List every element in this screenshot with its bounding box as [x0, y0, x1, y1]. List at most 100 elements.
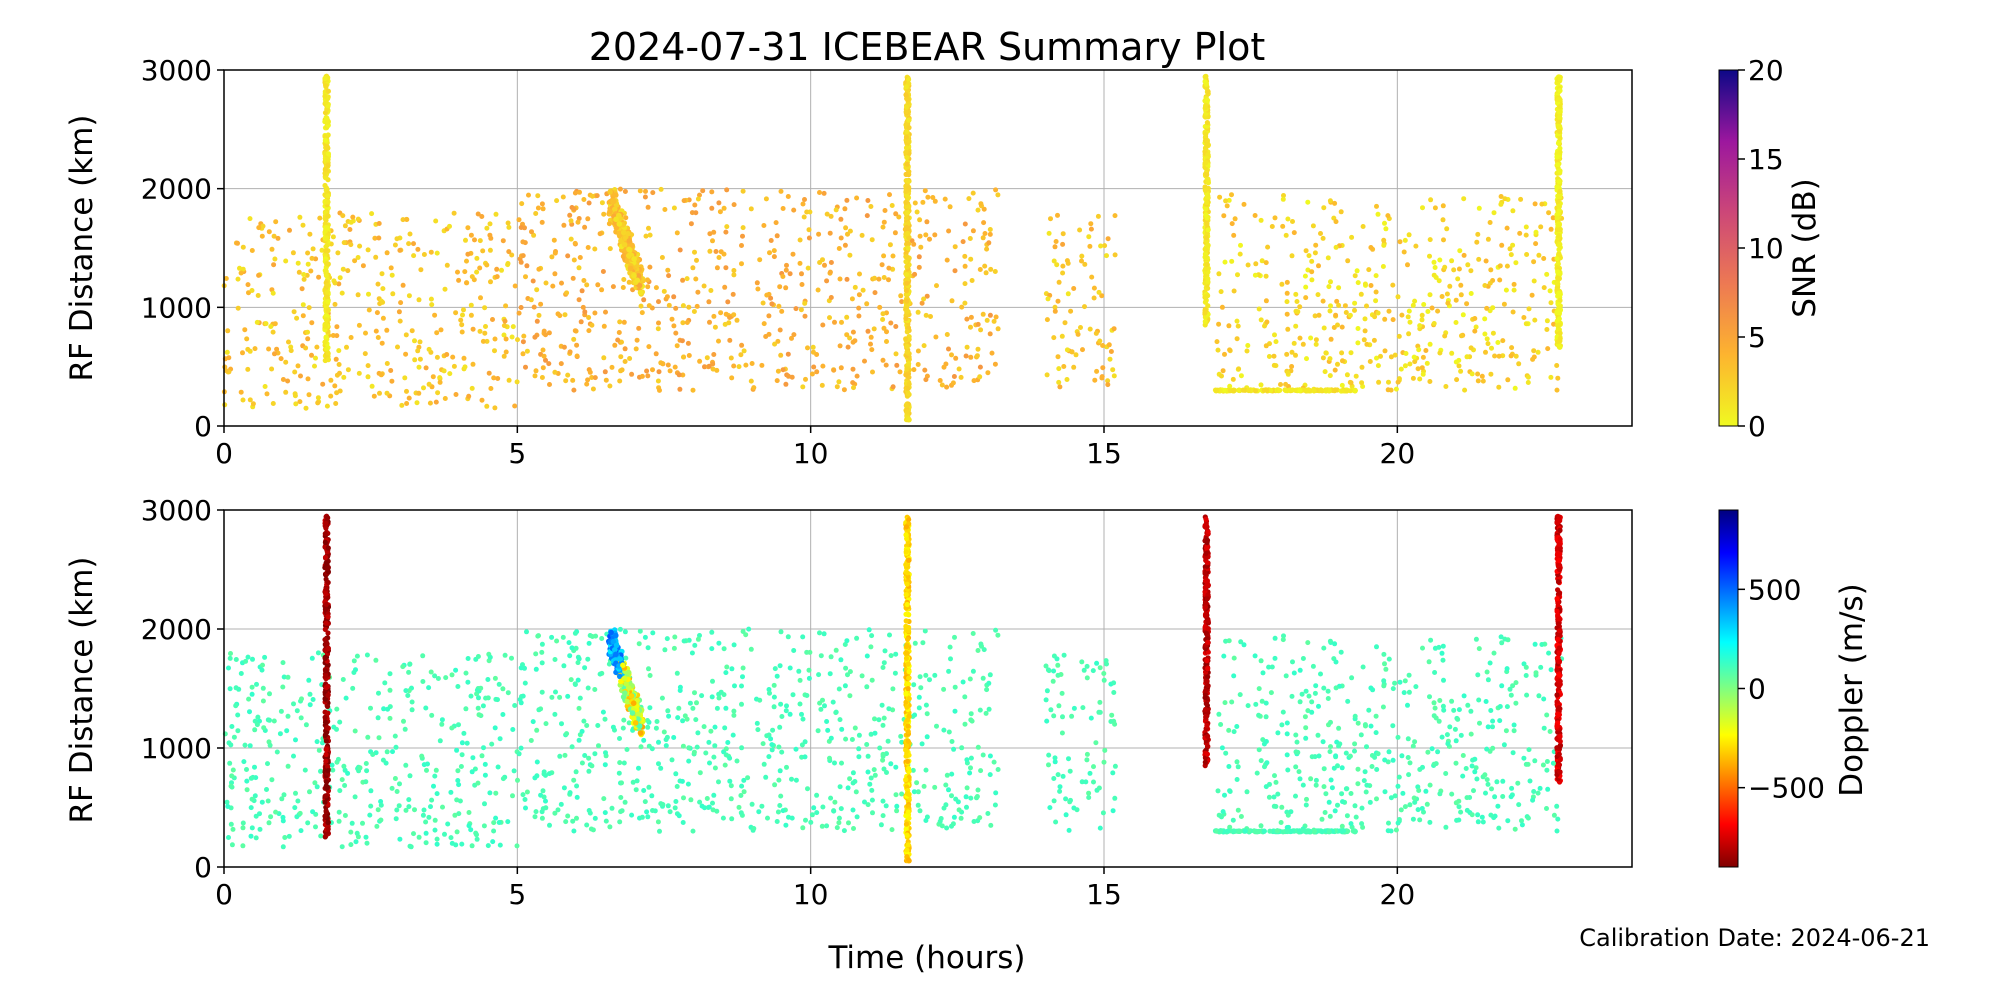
data-point [1242, 202, 1247, 207]
data-point [1394, 828, 1399, 833]
data-point [1235, 777, 1240, 782]
data-point [1470, 812, 1475, 817]
data-point [942, 806, 947, 811]
data-point [922, 343, 927, 348]
data-point [1376, 311, 1381, 316]
data-point [1223, 751, 1228, 756]
data-point [1259, 382, 1264, 387]
data-point [1239, 373, 1244, 378]
data-point [384, 328, 389, 333]
data-point [310, 656, 315, 661]
data-point [568, 790, 573, 795]
data-point [1229, 700, 1234, 705]
data-point [268, 743, 273, 748]
data-point [924, 219, 929, 224]
data-point [731, 292, 736, 297]
data-point [690, 210, 695, 215]
data-point [807, 236, 812, 241]
data-point [905, 349, 910, 354]
data-point [1475, 232, 1480, 237]
data-point [453, 310, 458, 315]
data-point [668, 368, 673, 373]
data-point [1556, 252, 1561, 257]
data-point [1383, 789, 1388, 794]
data-point [1056, 673, 1061, 678]
data-point [519, 746, 524, 751]
data-point [1420, 317, 1425, 322]
data-point [988, 313, 993, 318]
data-point [420, 679, 425, 684]
data-point [988, 331, 993, 336]
data-point [1555, 281, 1560, 286]
data-point [1457, 363, 1462, 368]
data-point [1309, 259, 1314, 264]
data-point [1301, 342, 1306, 347]
data-point [484, 263, 489, 268]
data-point [565, 814, 570, 819]
data-point [1099, 376, 1104, 381]
data-point [686, 745, 691, 750]
data-point [322, 94, 327, 99]
data-point [1113, 764, 1118, 769]
data-point [977, 374, 982, 379]
data-point [541, 365, 546, 370]
data-point [844, 332, 849, 337]
data-point [1284, 352, 1289, 357]
data-point [801, 717, 806, 722]
data-point [356, 292, 361, 297]
data-point [340, 291, 345, 296]
data-point [338, 275, 343, 280]
data-point [1206, 227, 1211, 232]
data-point [639, 304, 644, 309]
data-point [987, 707, 992, 712]
data-point [943, 197, 948, 202]
data-point [540, 816, 545, 821]
data-point [1262, 764, 1267, 769]
data-point [1370, 764, 1375, 769]
data-point [898, 293, 903, 298]
data-point [600, 200, 605, 205]
data-point [778, 768, 783, 773]
data-point [415, 400, 420, 405]
data-point [1495, 340, 1500, 345]
data-point [325, 193, 330, 198]
data-point [318, 769, 323, 774]
data-point [650, 367, 655, 372]
data-point [1356, 326, 1361, 331]
data-point [293, 391, 298, 396]
data-point [884, 803, 889, 808]
data-point [364, 835, 369, 840]
data-point [559, 361, 564, 366]
data-point [957, 807, 962, 812]
data-point [916, 803, 921, 808]
data-point [924, 703, 929, 708]
data-point [470, 274, 475, 279]
data-point [1304, 689, 1309, 694]
data-point [1203, 132, 1208, 137]
data-point [1285, 768, 1290, 773]
data-point [611, 198, 617, 204]
data-point [791, 332, 796, 337]
data-point [1509, 345, 1514, 350]
data-point [988, 267, 993, 272]
data-point [510, 335, 515, 340]
data-point [1089, 275, 1094, 280]
data-point [1427, 820, 1432, 825]
data-point [1063, 796, 1068, 801]
data-point [553, 251, 558, 256]
data-point [635, 338, 640, 343]
data-point [461, 731, 466, 736]
data-point [1423, 348, 1428, 353]
data-point [325, 299, 330, 304]
data-point [729, 796, 734, 801]
data-point [1516, 361, 1521, 366]
data-point [820, 824, 825, 829]
data-point [1339, 350, 1344, 355]
data-point [1322, 766, 1327, 771]
data-point [1416, 807, 1421, 812]
data-point [307, 232, 312, 237]
data-point [842, 828, 847, 833]
data-point [230, 842, 235, 847]
data-point [666, 273, 671, 278]
data-point [1443, 825, 1448, 830]
